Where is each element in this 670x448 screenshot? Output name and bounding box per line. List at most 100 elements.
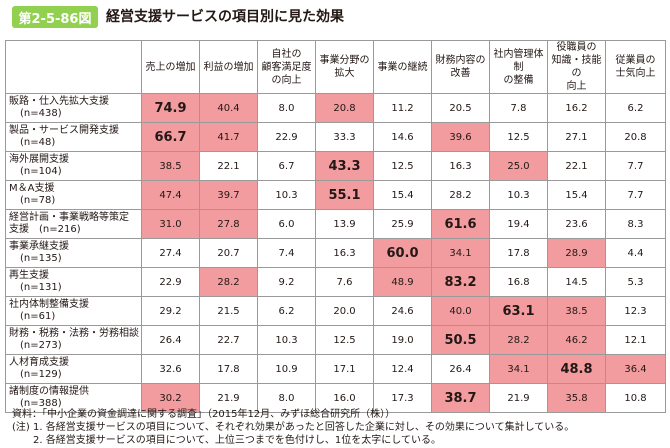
row-sample-size: (n=129) (20, 369, 62, 380)
value-cell: 63.1 (489, 296, 548, 326)
value-cell: 26.4 (141, 325, 200, 355)
value-cell: 15.4 (547, 180, 606, 210)
value-cell: 7.4 (257, 238, 316, 268)
value-cell: 25.9 (373, 209, 432, 239)
row-label-text: 諸制度の情報提供 (9, 386, 89, 397)
value-cell: 50.5 (431, 325, 490, 355)
row-label: 諸制度の情報提供 (n=388) (5, 383, 142, 413)
value-cell: 20.0 (315, 296, 374, 326)
value-cell: 10.9 (257, 354, 316, 384)
value-cell: 32.6 (141, 354, 200, 384)
column-header-8: 役職員の 知識・技能の 向上 (547, 40, 606, 94)
row-label-text: 製品・サービス開発支援 (9, 125, 119, 136)
value-cell: 66.7 (141, 122, 200, 152)
column-header-1: 売上の増加 (141, 40, 200, 94)
table-header: 売上の増加 利益の増加 自社の 顧客満足度 の向上 事業分野の 拡大 事業の継続 財務内容の 改善… (5, 40, 666, 94)
value-cell: 22.1 (199, 151, 258, 181)
value-cell: 39.7 (199, 180, 258, 210)
row-sample-size: (n=131) (20, 282, 62, 293)
value-cell: 16.0 (315, 383, 374, 413)
table-row: 事業承継支援 (n=135) 27.4 20.7 7.4 16.3 60.0 34.1 17.8… (5, 238, 666, 268)
value-cell: 11.2 (373, 93, 432, 123)
value-cell: 38.5 (547, 296, 606, 326)
value-cell: 20.8 (315, 93, 374, 123)
note-1: (注) 1. 各経営支援サービスの項目について、それぞれ効果があったと回答した企… (12, 422, 575, 433)
row-label-text: 経営計画・事業戦略等策定 (9, 212, 129, 223)
corner-cell (5, 40, 142, 94)
header-row: 売上の増加 利益の増加 自社の 顧客満足度 の向上 事業分野の 拡大 事業の継続 財務内容の 改善… (5, 40, 666, 94)
table-row: 財務・税務・法務・労務相談 (n=273) 26.4 22.7 10.3 12.5 19.0… (5, 325, 666, 355)
value-cell: 16.3 (431, 151, 490, 181)
value-cell: 15.4 (373, 180, 432, 210)
source-note: 資料：「中小企業の資金調達に関する調査」（2015年12月、みずほ総合研究所（株… (12, 409, 396, 420)
note-2: 2. 各経営支援サービスの項目について、上位三つまでを色付けし、1位を太字にして… (33, 435, 441, 446)
value-cell: 10.3 (489, 180, 548, 210)
row-label: 製品・サービス開発支援 (n=48) (5, 122, 142, 152)
row-sample-size: (n=104) (20, 166, 62, 177)
value-cell: 4.4 (605, 238, 666, 268)
value-cell: 6.0 (257, 209, 316, 239)
value-cell: 28.9 (547, 238, 606, 268)
value-cell: 12.5 (315, 325, 374, 355)
figure-header: 第2-5-86図 経営支援サービスの項目別に見た効果 (0, 0, 670, 32)
value-cell: 47.4 (141, 180, 200, 210)
row-sample-size: (n=78) (20, 195, 56, 206)
value-cell: 10.8 (605, 383, 666, 413)
value-cell: 21.9 (489, 383, 548, 413)
value-cell: 17.8 (489, 238, 548, 268)
value-cell: 60.0 (373, 238, 432, 268)
row-label-text: 販路・仕入先拡大支援 (9, 96, 109, 107)
value-cell: 6.2 (605, 93, 666, 123)
value-cell: 16.8 (489, 267, 548, 297)
value-cell: 7.7 (605, 180, 666, 210)
row-label-text: 事業承継支援 (9, 241, 69, 252)
value-cell: 14.6 (373, 122, 432, 152)
value-cell: 20.5 (431, 93, 490, 123)
value-cell: 8.0 (257, 93, 316, 123)
table-row: 海外展開支援 (n=104) 38.5 22.1 6.7 43.3 12.5 16.3 25.0… (5, 151, 666, 181)
table-row: 人材育成支援 (n=129) 32.6 17.8 10.9 17.1 12.4 26.4 34.… (5, 354, 666, 384)
value-cell: 61.6 (431, 209, 490, 239)
column-header-7: 社内管理体制 の整備 (489, 40, 548, 94)
value-cell: 25.0 (489, 151, 548, 181)
row-sample-size: (n=61) (20, 311, 56, 322)
footnotes: 資料：「中小企業の資金調達に関する調査」（2015年12月、みずほ総合研究所（株… (12, 408, 574, 447)
value-cell: 14.5 (547, 267, 606, 297)
value-cell: 8.0 (257, 383, 316, 413)
row-label-text: 財務・税務・法務・労務相談 (9, 328, 139, 339)
value-cell: 10.3 (257, 180, 316, 210)
value-cell: 5.3 (605, 267, 666, 297)
value-cell: 20.8 (605, 122, 666, 152)
row-sample-size: (n=48) (20, 137, 56, 148)
row-sample-size: (n=135) (20, 253, 62, 264)
value-cell: 28.2 (489, 325, 548, 355)
table-row: 販路・仕入先拡大支援 (n=438) 74.9 40.4 8.0 20.8 11.2 20.5… (5, 93, 666, 123)
row-label: 海外展開支援 (n=104) (5, 151, 142, 181)
value-cell: 34.1 (489, 354, 548, 384)
value-cell: 55.1 (315, 180, 374, 210)
row-label: 事業承継支援 (n=135) (5, 238, 142, 268)
value-cell: 6.7 (257, 151, 316, 181)
value-cell: 29.2 (141, 296, 200, 326)
value-cell: 39.6 (431, 122, 490, 152)
value-cell: 16.3 (315, 238, 374, 268)
value-cell: 12.3 (605, 296, 666, 326)
row-label-text: 海外展開支援 (9, 154, 69, 165)
value-cell: 22.9 (141, 267, 200, 297)
value-cell: 10.3 (257, 325, 316, 355)
row-sample-size: (n=388) (20, 398, 62, 409)
row-label-text: M＆A支援 (9, 183, 55, 194)
table-body: 販路・仕入先拡大支援 (n=438) 74.9 40.4 8.0 20.8 11.2 20.5… (5, 93, 666, 413)
column-header-3: 自社の 顧客満足度 の向上 (257, 40, 316, 94)
row-label: 再生支援 (n=131) (5, 267, 142, 297)
row-label: 社内体制整備支援 (n=61) (5, 296, 142, 326)
value-cell: 17.1 (315, 354, 374, 384)
row-sample-size: (n=438) (20, 108, 62, 119)
value-cell: 13.9 (315, 209, 374, 239)
row-label: 販路・仕入先拡大支援 (n=438) (5, 93, 142, 123)
row-sample-size: (n=273) (20, 340, 62, 351)
value-cell: 24.6 (373, 296, 432, 326)
row-label-text: 再生支援 (9, 270, 49, 281)
figure-number-badge: 第2-5-86図 (12, 6, 98, 28)
value-cell: 30.2 (141, 383, 200, 413)
